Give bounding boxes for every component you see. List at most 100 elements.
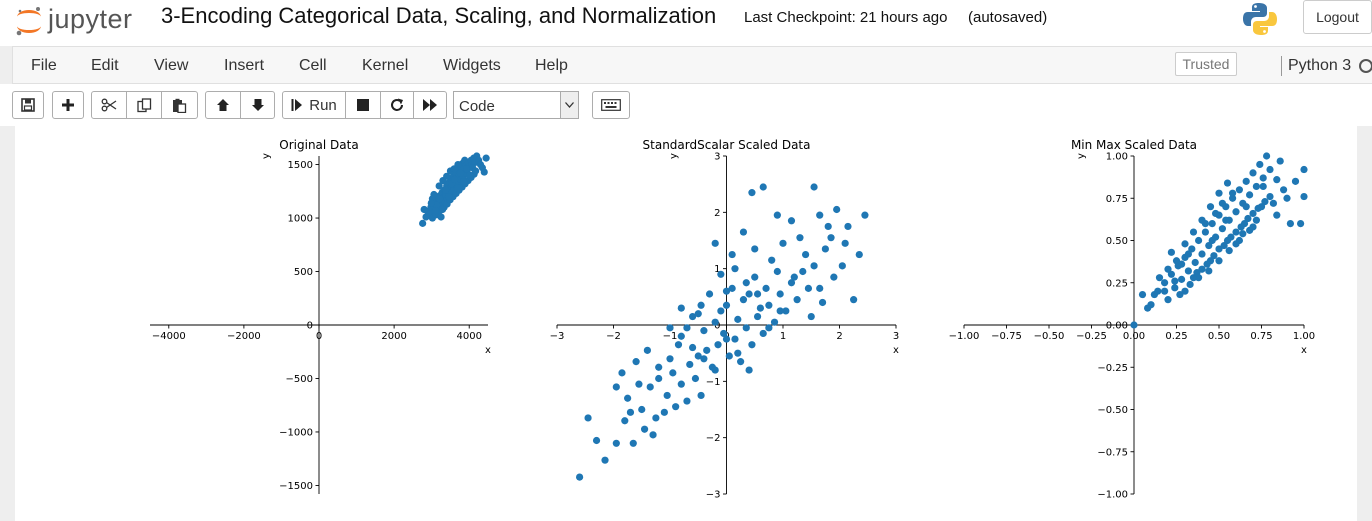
scatter-point bbox=[646, 383, 654, 391]
command-palette-button[interactable] bbox=[592, 91, 630, 119]
cut-button[interactable] bbox=[91, 91, 127, 119]
scatter-point bbox=[703, 346, 711, 354]
x-tick-label: −4000 bbox=[152, 331, 186, 342]
scatter-point bbox=[731, 265, 739, 273]
y-tick-label: −1000 bbox=[279, 427, 313, 438]
scatter-point bbox=[1291, 177, 1300, 185]
scatter-point bbox=[850, 296, 858, 304]
scatter-point bbox=[728, 284, 736, 292]
trusted-indicator[interactable]: Trusted bbox=[1175, 52, 1237, 76]
scatter-point bbox=[640, 425, 649, 433]
notebook-title[interactable]: 3-Encoding Categorical Data, Scaling, an… bbox=[161, 3, 717, 28]
menu-widgets[interactable]: Widgets bbox=[443, 57, 501, 74]
menu-view[interactable]: View bbox=[154, 57, 189, 74]
x-tick-label: 0.00 bbox=[1123, 331, 1145, 342]
scatter-point bbox=[1300, 165, 1308, 174]
paste-button[interactable] bbox=[161, 91, 198, 119]
menu-help[interactable]: Help bbox=[535, 57, 568, 74]
scatter-point bbox=[626, 408, 635, 416]
scatter-point bbox=[711, 366, 719, 374]
scatter-point bbox=[753, 312, 762, 321]
menu-edit[interactable]: Edit bbox=[91, 57, 119, 74]
scatter-point bbox=[779, 239, 787, 247]
y-tick-label: 2 bbox=[714, 208, 720, 219]
scatter-point bbox=[1215, 257, 1223, 265]
scatter-point bbox=[1198, 250, 1206, 258]
scatter-point bbox=[725, 352, 733, 360]
scatter-point bbox=[576, 473, 584, 481]
scatter-point bbox=[472, 167, 480, 175]
scatter-point bbox=[1263, 152, 1271, 160]
scatter-point bbox=[711, 318, 719, 326]
jupyter-logo[interactable]: jupyter bbox=[14, 4, 148, 38]
scatter-point bbox=[655, 363, 663, 371]
scatter-point bbox=[663, 391, 671, 400]
scatter-point bbox=[689, 312, 697, 321]
arrow-down-icon bbox=[251, 99, 264, 111]
scatter-point bbox=[722, 287, 731, 295]
scatter-point bbox=[1259, 182, 1267, 191]
copy-icon bbox=[136, 97, 151, 112]
scatter-point bbox=[1189, 228, 1198, 236]
kernel-name[interactable]: Python 3 bbox=[1281, 56, 1351, 76]
logo-text: jupyter bbox=[48, 4, 133, 34]
menu-insert[interactable]: Insert bbox=[224, 57, 265, 74]
scatter-point bbox=[689, 343, 697, 352]
scatter-point bbox=[1195, 236, 1203, 245]
scatter-point bbox=[1218, 225, 1226, 233]
menu-file[interactable]: File bbox=[31, 57, 57, 74]
interrupt-button[interactable] bbox=[345, 91, 381, 119]
x-tick-label: −1.00 bbox=[949, 331, 980, 342]
scatter-point bbox=[1195, 274, 1203, 282]
x-tick-label: 4000 bbox=[456, 331, 481, 342]
y-tick-label: −0.75 bbox=[1097, 447, 1128, 458]
scatter-point bbox=[816, 284, 824, 292]
scatter-point bbox=[768, 256, 776, 264]
scatter-point bbox=[438, 205, 447, 214]
scatter-point bbox=[1259, 174, 1267, 182]
y-tick-label: −1.00 bbox=[1097, 490, 1128, 501]
scatter-point bbox=[1178, 275, 1186, 283]
save-button[interactable] bbox=[12, 91, 44, 119]
scatter-point bbox=[720, 329, 728, 338]
cell-type-select[interactable]: Code bbox=[453, 91, 579, 119]
scatter-point bbox=[734, 349, 742, 357]
scatter-point bbox=[1229, 189, 1237, 197]
scatter-point bbox=[1266, 165, 1274, 174]
y-tick-label: 0.75 bbox=[1106, 194, 1128, 205]
scatter-point bbox=[714, 341, 722, 349]
menu-cell[interactable]: Cell bbox=[299, 57, 327, 74]
autosave-status: (autosaved) bbox=[968, 9, 1048, 26]
restart-icon bbox=[391, 98, 403, 111]
scatter-point bbox=[1191, 258, 1199, 267]
scatter-point bbox=[1297, 220, 1305, 228]
scatter-point bbox=[1150, 290, 1158, 299]
scatter-point bbox=[1144, 304, 1152, 312]
copy-button[interactable] bbox=[126, 91, 162, 119]
y-tick-label: 3 bbox=[714, 152, 720, 163]
restart-run-all-button[interactable] bbox=[413, 91, 447, 119]
jupyter-logo-icon bbox=[16, 7, 41, 36]
insert-cell-button[interactable] bbox=[52, 91, 84, 119]
logout-button[interactable]: Logout bbox=[1303, 0, 1372, 34]
scatter-point bbox=[1244, 214, 1252, 223]
scatter-point bbox=[1249, 223, 1257, 231]
scatter-point bbox=[1237, 223, 1245, 231]
scatter-point bbox=[816, 211, 824, 219]
scatter-point bbox=[1188, 245, 1196, 253]
scatter-point bbox=[632, 358, 640, 366]
plot-title: StandardScalar Scaled Data bbox=[643, 138, 811, 152]
scatter-point bbox=[1201, 228, 1209, 236]
scatter-point bbox=[756, 304, 765, 312]
plot-title: Original Data bbox=[279, 138, 358, 152]
move-down-button[interactable] bbox=[240, 91, 275, 119]
scatter-point bbox=[1130, 321, 1138, 329]
menu-kernel[interactable]: Kernel bbox=[362, 57, 409, 74]
scatter-point bbox=[1239, 230, 1247, 238]
run-button[interactable]: Run bbox=[282, 91, 346, 119]
scatter-point bbox=[638, 405, 646, 414]
move-up-button[interactable] bbox=[205, 91, 241, 119]
restart-button[interactable] bbox=[380, 91, 414, 119]
scatter-point bbox=[1198, 265, 1206, 273]
